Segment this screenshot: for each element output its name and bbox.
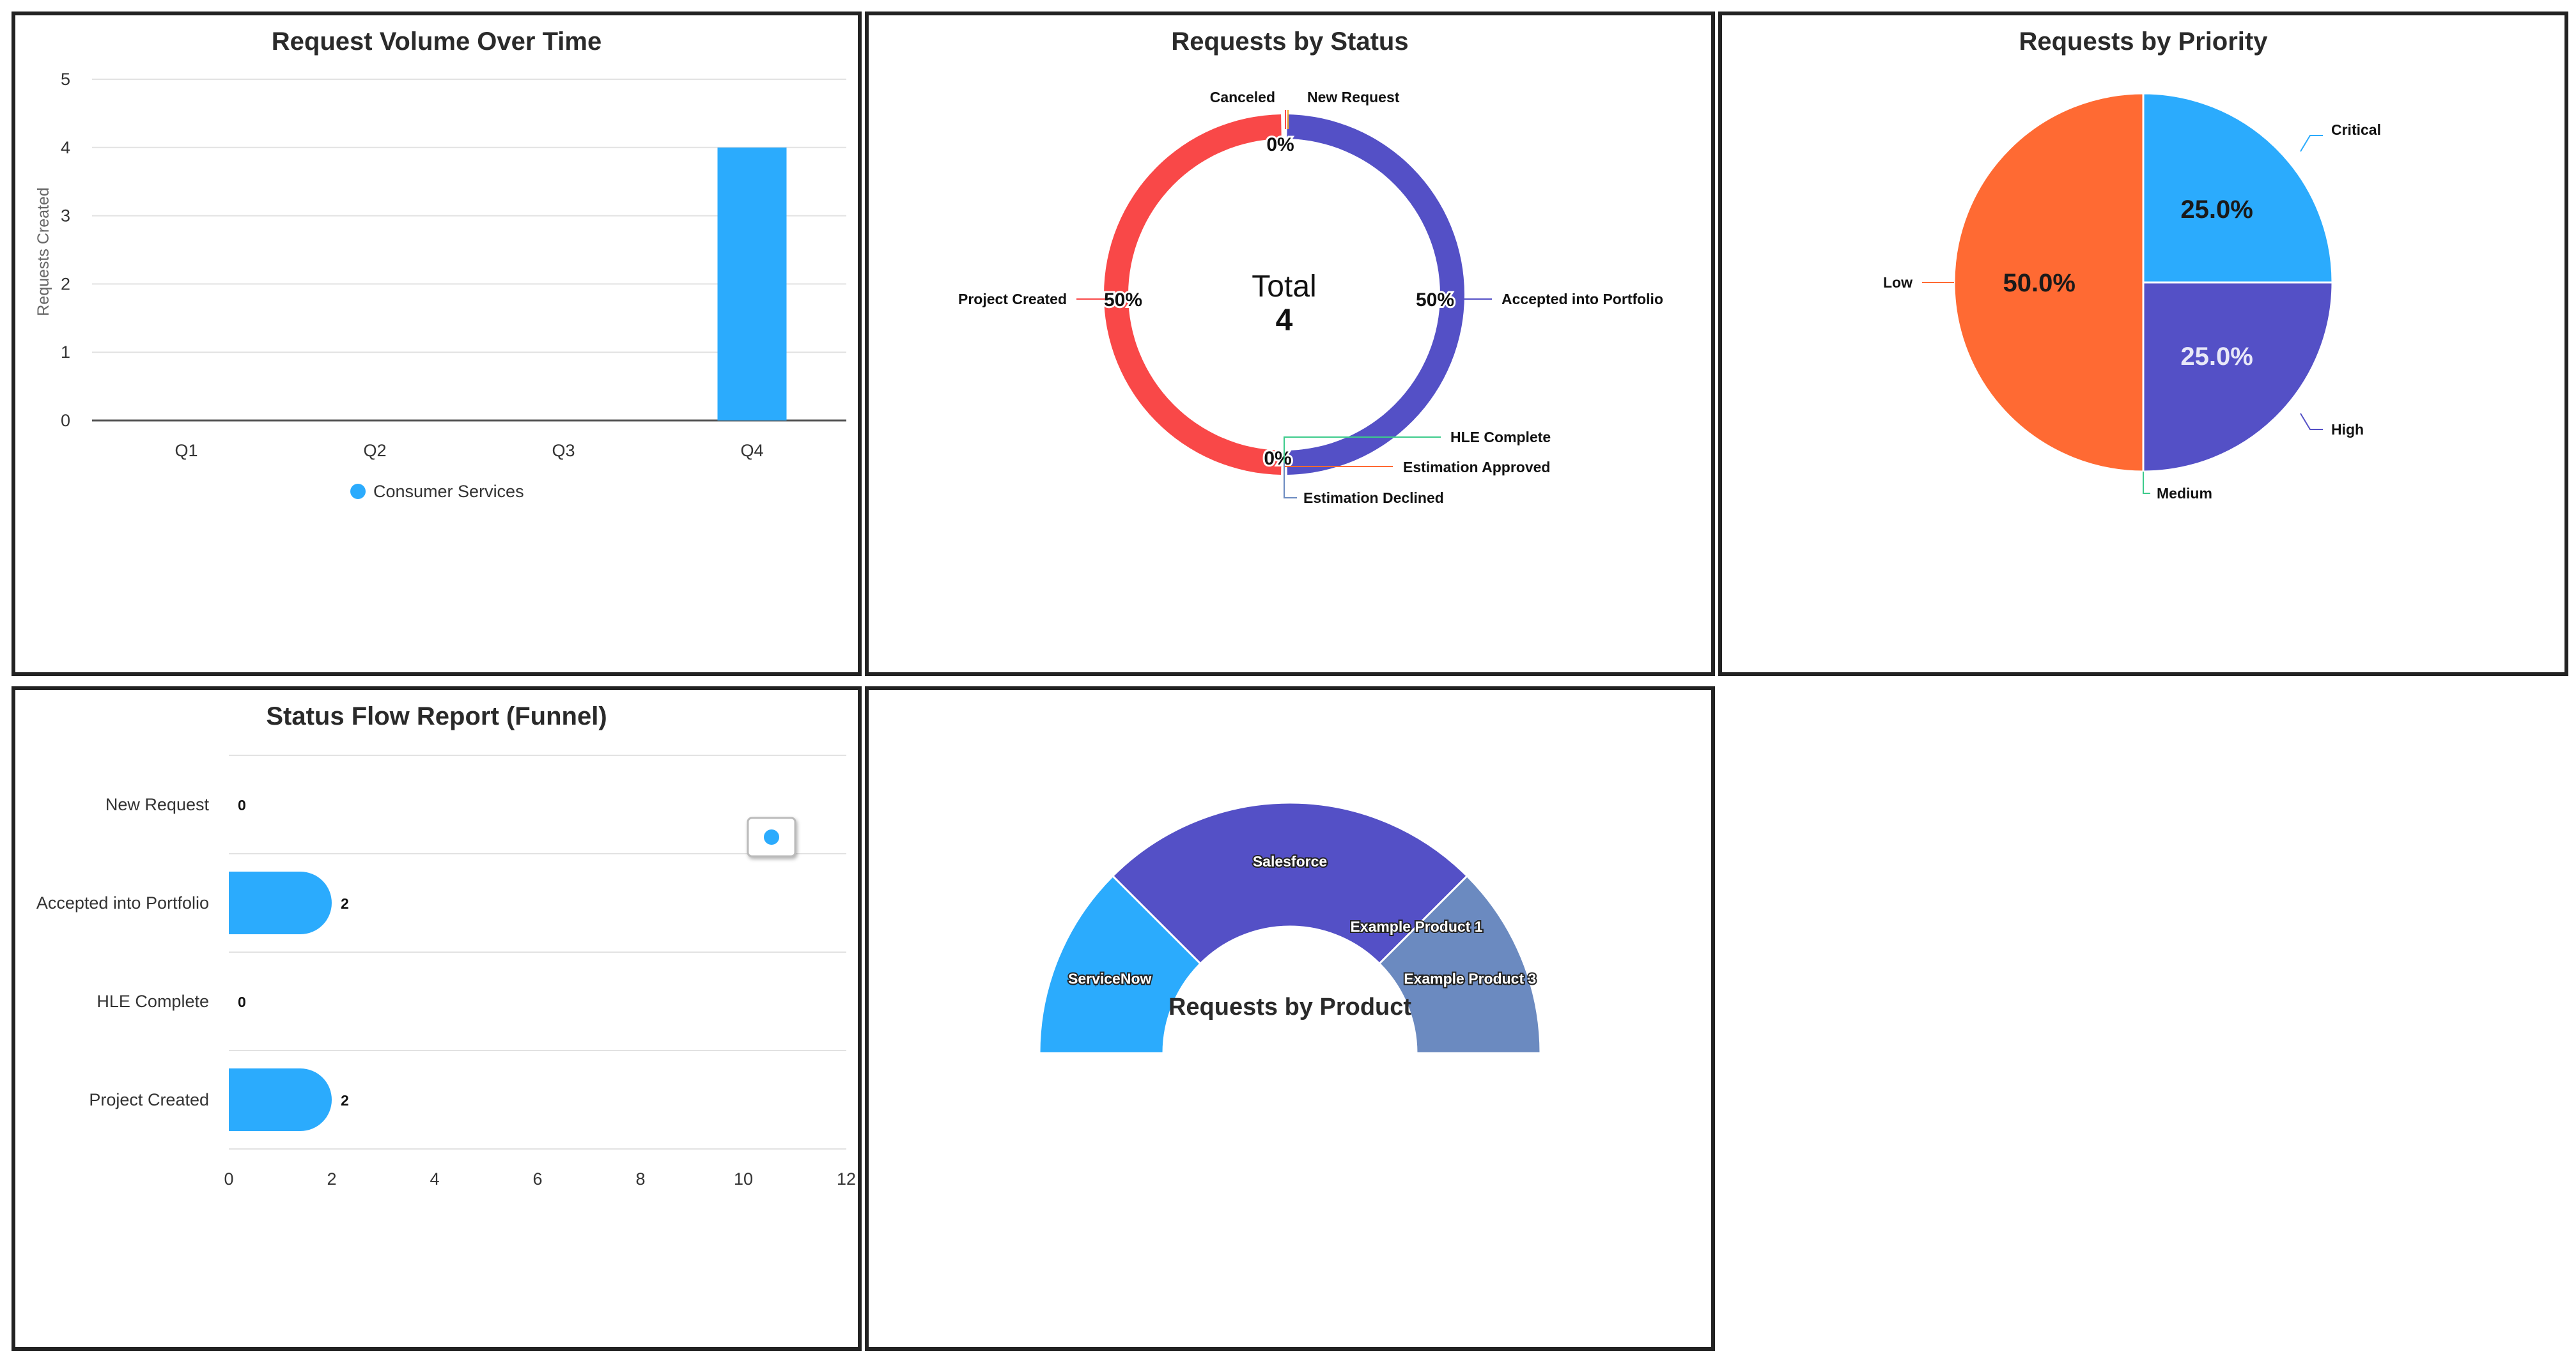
x-tick-label: 2 bbox=[327, 1169, 336, 1189]
legend[interactable] bbox=[747, 817, 796, 858]
callout-line bbox=[2143, 472, 2150, 494]
chart-title: Request Volume Over Time bbox=[272, 27, 601, 56]
callout-line bbox=[2300, 135, 2323, 152]
x-tick-label: Q2 bbox=[363, 441, 386, 460]
requests-by-status-chart: Requests by Status 0% 50% 0% 50% Canceled New… bbox=[958, 27, 1663, 506]
chart-title: Requests by Status bbox=[1171, 27, 1408, 56]
slice-label: New Request bbox=[1307, 89, 1400, 105]
requests-by-priority-panel: Requests by Priority 25.0% 25.0% 50.0% Crit… bbox=[1718, 12, 2568, 676]
x-ticks: Q1 Q2 Q3 Q4 bbox=[175, 441, 763, 460]
x-ticks: 0 2 4 6 8 10 12 bbox=[224, 1169, 856, 1189]
slice-label: ServiceNow bbox=[1068, 970, 1152, 987]
x-tick-label: Q3 bbox=[552, 441, 575, 460]
slice-label: Low bbox=[1883, 274, 1913, 291]
y-tick-label: 2 bbox=[61, 274, 70, 293]
slice-label: Critical bbox=[2331, 121, 2381, 138]
chart-title: Requests by Priority bbox=[2019, 27, 2268, 56]
grid-lines bbox=[229, 755, 846, 1150]
y-tick-label: 4 bbox=[61, 138, 70, 157]
x-tick-label: 0 bbox=[224, 1169, 233, 1189]
semi-donut-slice[interactable] bbox=[1377, 874, 1542, 1054]
slice-label: Estimation Approved bbox=[1403, 459, 1550, 475]
slice-percent: 50.0% bbox=[2003, 269, 2075, 297]
chart-title: Status Flow Report (Funnel) bbox=[266, 702, 607, 730]
requests-by-product-chart: ServiceNow Salesforce Example Product 1 Exa… bbox=[1038, 801, 1542, 1054]
slice-percent: 25.0% bbox=[2180, 196, 2253, 224]
callout-line bbox=[1284, 463, 1297, 498]
center-value: 4 bbox=[1276, 304, 1293, 337]
legend-marker bbox=[764, 829, 779, 845]
x-tick-label: 6 bbox=[532, 1169, 542, 1189]
request-volume-panel: Request Volume Over Time Requests Create… bbox=[12, 12, 862, 676]
requests-by-priority-chart: Requests by Priority 25.0% 25.0% 50.0% Crit… bbox=[1883, 27, 2381, 502]
slice-label: Example Product 3 bbox=[1404, 970, 1536, 987]
bars bbox=[717, 147, 787, 421]
slice-label: High bbox=[2331, 421, 2364, 438]
slice-label: Canceled bbox=[1210, 89, 1275, 105]
callout-line bbox=[2300, 413, 2323, 430]
value-label: 0 bbox=[238, 797, 246, 813]
category-label: HLE Complete bbox=[97, 992, 209, 1011]
slice-percent: 0% bbox=[1264, 448, 1291, 469]
slice-percent: 0% bbox=[1266, 134, 1294, 155]
semi-donut-slices bbox=[1038, 801, 1542, 1054]
status-flow-chart: Status Flow Report (Funnel) 0 2 0 2 New Req… bbox=[36, 702, 856, 1189]
slice-percent: 50% bbox=[1416, 289, 1454, 311]
bar[interactable] bbox=[717, 147, 787, 421]
y-tick-label: 3 bbox=[61, 206, 70, 226]
semi-donut-slice[interactable] bbox=[1038, 874, 1202, 1054]
x-tick-label: Q1 bbox=[175, 441, 198, 460]
slice-label: Accepted into Portfolio bbox=[1501, 291, 1663, 307]
slice-label: Medium bbox=[2157, 485, 2212, 502]
semi-donut-slice[interactable] bbox=[1111, 801, 1469, 966]
value-label: 2 bbox=[341, 1092, 349, 1109]
category-label: New Request bbox=[105, 795, 210, 814]
value-label: 0 bbox=[238, 994, 246, 1010]
legend[interactable]: Consumer Services bbox=[350, 482, 524, 501]
category-label: Project Created bbox=[89, 1090, 209, 1109]
chart-title: Requests by Product bbox=[1168, 994, 1411, 1021]
slice-labels: 0% 50% 0% 50% Canceled New Request Accepted in… bbox=[958, 89, 1663, 506]
slice-label: Salesforce bbox=[1253, 853, 1327, 870]
donut-slice[interactable] bbox=[1104, 114, 1282, 475]
x-tick-label: 8 bbox=[635, 1169, 645, 1189]
requests-by-status-panel: Requests by Status 0% 50% 0% 50% Canceled New… bbox=[865, 12, 1715, 676]
donut-slices bbox=[1104, 114, 1464, 475]
center-label: Total bbox=[1252, 270, 1316, 304]
pie-slice[interactable] bbox=[2142, 281, 2334, 473]
bar[interactable] bbox=[229, 1068, 332, 1131]
x-tick-label: 4 bbox=[430, 1169, 439, 1189]
x-tick-label: Q4 bbox=[740, 441, 763, 460]
category-label: Accepted into Portfolio bbox=[36, 893, 209, 913]
slice-label: Estimation Declined bbox=[1303, 489, 1444, 506]
pie-slices bbox=[1953, 92, 2334, 473]
legend-label: Consumer Services bbox=[373, 482, 524, 501]
status-flow-panel: Status Flow Report (Funnel) 0 2 0 2 New Req… bbox=[12, 686, 862, 1351]
legend-marker bbox=[350, 484, 366, 499]
bar[interactable] bbox=[229, 872, 332, 934]
slice-labels: ServiceNow Salesforce Example Product 1 Exa… bbox=[1067, 852, 1537, 988]
pie-slice[interactable] bbox=[1953, 92, 2145, 473]
slice-percent: 50% bbox=[1104, 289, 1142, 311]
slice-label: Example Product 1 bbox=[1350, 918, 1482, 935]
value-label: 2 bbox=[341, 895, 349, 912]
slice-percent: 25.0% bbox=[2180, 343, 2253, 371]
slice-labels: 25.0% 25.0% 50.0% Critical High Medium Low bbox=[1883, 121, 2381, 502]
donut-slice[interactable] bbox=[1287, 114, 1464, 475]
category-labels: New Request Accepted into Portfolio HLE Co… bbox=[36, 795, 210, 1109]
slice-label: HLE Complete bbox=[1450, 429, 1551, 445]
requests-by-product-panel: ServiceNow Salesforce Example Product 1 Exa… bbox=[865, 686, 1715, 1351]
x-tick-label: 10 bbox=[734, 1169, 753, 1189]
y-tick-label: 1 bbox=[61, 343, 70, 362]
bars: 0 2 0 2 bbox=[229, 797, 349, 1131]
slice-label: Project Created bbox=[958, 291, 1067, 307]
y-tick-label: 0 bbox=[61, 411, 70, 430]
request-volume-chart: Request Volume Over Time Requests Create… bbox=[35, 27, 846, 501]
y-ticks: 0 1 2 3 4 5 bbox=[61, 70, 70, 430]
pie-slice[interactable] bbox=[2142, 92, 2334, 284]
y-tick-label: 5 bbox=[61, 70, 70, 89]
y-axis-label: Requests Created bbox=[35, 187, 52, 316]
x-tick-label: 12 bbox=[837, 1169, 856, 1189]
